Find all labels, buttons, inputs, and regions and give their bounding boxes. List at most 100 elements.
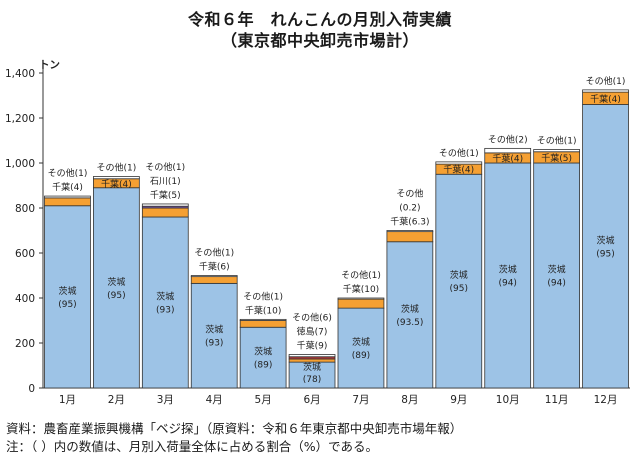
bar-inside-percent: (93) [205,339,223,349]
bar-inside-label: 茨城 [58,285,76,297]
bar-segment-茨城 [386,241,434,389]
bar-segment-その他 [582,89,629,93]
bar-above-label: その他(1) [586,75,626,87]
bar-inside-label: 茨城 [499,264,517,276]
x-tick-label: 6月 [303,394,320,406]
bar-segment-その他 [533,149,580,153]
bar-above-label: その他(6) [292,311,332,323]
bar-above-label: 千葉(6) [199,261,230,273]
bar-above-label: 徳島(7) [297,325,328,337]
bar-inside-percent: (95) [596,249,614,259]
chart-subtitle: （東京都中央卸売市場計） [220,31,419,50]
bar-segment-千葉 [288,358,336,363]
bar-segment-茨城 [44,205,91,389]
bar-above-label: 千葉(9) [297,339,328,351]
bar-segment-茨城 [93,187,140,389]
bar-above-label: その他(1) [243,290,283,302]
percentage-note: 注：（ ）内の数値は、月別入荷量全体に占める割合（%）である。 [6,439,378,454]
source-note: 資料：農畜産業振興機構「ベジ探」（原資料：令和６年東京都中央卸売市場年報） [6,421,463,436]
y-tick-label: 1,400 [5,68,35,80]
bar-inside-label: 茨城 [205,324,223,336]
x-tick-label: 10月 [496,394,520,406]
y-axis-unit: トン [39,59,60,71]
bar-segment-その他 [288,354,336,358]
bar-above-label: 石川(1) [150,177,181,187]
bar-segment-茨城 [533,162,580,389]
bar-above-label: その他(1) [48,167,88,179]
bar-inside-label: 茨城 [352,336,370,348]
bar-segment-その他 [239,318,287,321]
stacked-bar-chart: 02004006008001,0001,2001,400トン茨城(95)その他(… [5,59,630,406]
bar-inside-label: 茨城 [548,264,566,276]
y-tick-label: 400 [15,293,35,305]
bar-segment-千葉 [141,207,189,218]
bar-above-label: その他(1) [97,162,137,174]
bar-inside-percent: (78) [303,375,321,385]
bar-band-label: 千葉(4) [443,164,474,176]
bar-inside-percent: (95) [58,300,76,310]
bar-segment-茨城 [337,307,385,389]
bar-inside-percent: (95) [450,284,468,294]
bar-inside-percent: (89) [254,361,272,371]
bar-segment-茨城 [435,173,483,389]
bar-above-label: その他(1) [439,147,479,159]
y-tick-label: 1,000 [5,158,35,170]
bar-above-label: その他(1) [194,247,234,259]
bar-segment-千葉 [386,231,434,243]
y-tick-label: 800 [15,203,35,215]
x-tick-label: 2月 [108,394,125,406]
chart-title: 令和６年 れんこんの月別入荷実績 [187,10,452,29]
bar-above-label: その他(1) [537,135,577,147]
bar-band-label: 千葉(5) [541,152,572,164]
bar-inside-percent: (94) [547,279,565,289]
bar-segment-その他 [435,161,483,165]
bar-segment-千葉 [239,320,287,328]
bar-above-label: その他 [396,188,423,200]
bar-segment-千葉 [190,276,238,284]
bar-above-label: その他(1) [341,269,381,281]
bar-inside-percent: (93) [156,306,174,316]
bar-above-label: 千葉(10) [245,304,281,316]
y-tick-label: 600 [15,248,35,260]
bar-band-label: 千葉(4) [590,93,621,105]
y-tick-label: 1,200 [5,113,35,125]
x-tick-label: 3月 [157,394,174,406]
x-tick-label: 12月 [594,394,618,406]
bar-segment-その他 [44,195,91,199]
bar-segment-その他 [141,203,189,207]
bar-above-label: その他(2) [488,133,528,145]
x-tick-label: 5月 [255,394,272,406]
bar-above-label: 千葉(5) [150,189,181,201]
x-tick-label: 7月 [352,394,369,406]
bar-inside-percent: (95) [107,291,125,301]
bar-above-label: 千葉(6.3) [390,216,429,228]
y-tick-label: 200 [15,338,35,350]
x-tick-label: 9月 [450,394,467,406]
bar-segment-茨城 [141,216,189,389]
y-tick-label: 0 [28,383,35,395]
bar-band-label: 千葉(4) [101,178,132,190]
bar-segment-その他 [484,147,532,154]
bar-inside-label: 茨城 [254,346,272,358]
bar-segment-その他 [93,176,140,180]
x-tick-label: 8月 [401,394,418,406]
bar-segment-その他 [337,297,385,300]
bar-inside-label: 茨城 [303,361,321,373]
bar-inside-label: 茨城 [401,303,419,315]
bar-inside-percent: (93.5) [396,318,423,328]
bar-segment-千葉 [44,197,91,207]
bar-above-label: (0.2) [399,204,420,214]
bar-above-label: 千葉(10) [343,283,379,295]
bar-segment-茨城 [239,326,287,389]
bar-inside-percent: (89) [352,351,370,361]
bar-band-label: 千葉(4) [492,152,523,164]
bar-segment-茨城 [484,162,532,389]
bar-segment-その他 [190,275,238,278]
bar-inside-label: 茨城 [450,269,468,281]
bar-segment-茨城 [190,282,238,389]
bar-inside-label: 茨城 [107,276,125,288]
bar-segment-その他 [386,230,434,233]
x-tick-label: 4月 [206,394,223,406]
x-tick-label: 11月 [545,394,569,406]
bar-above-label: その他(1) [145,161,185,173]
